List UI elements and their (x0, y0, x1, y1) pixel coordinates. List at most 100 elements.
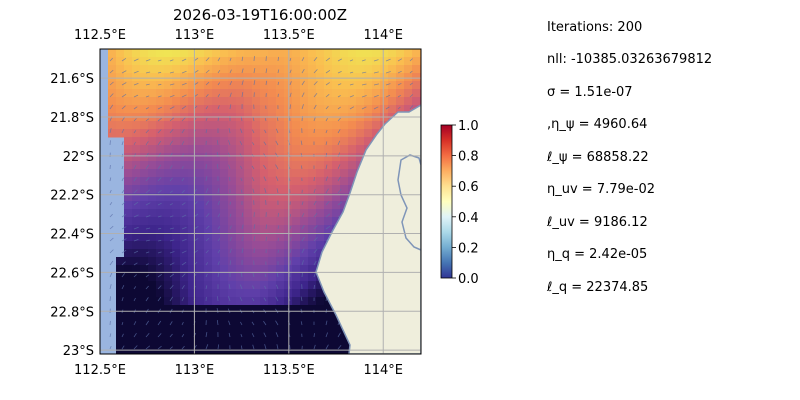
heat-cell (324, 225, 333, 234)
heat-cell (364, 81, 373, 90)
heat-cell (172, 121, 181, 130)
heat-cell (236, 257, 245, 266)
vector-arrow (157, 227, 162, 230)
heat-cell (140, 305, 149, 314)
heat-cell (260, 241, 269, 250)
vector-arrow (133, 94, 139, 98)
heat-cell (212, 201, 221, 210)
heat-cell (324, 193, 333, 202)
heat-cell (332, 329, 341, 338)
heat-cell (196, 265, 205, 274)
vector-arrow (121, 321, 124, 326)
vector-arrow (121, 189, 125, 194)
heat-cell (244, 137, 253, 146)
heat-cell (188, 161, 197, 170)
heat-cell (252, 153, 261, 162)
heat-cell (260, 217, 269, 226)
heat-cell (156, 233, 165, 242)
heat-cell (124, 57, 133, 66)
heat-cell (140, 121, 149, 130)
vector-arrow (325, 118, 328, 122)
vector-arrow (251, 333, 255, 338)
heat-cell (276, 73, 285, 82)
vector-arrow (133, 118, 137, 122)
colorbar-tick-label: 0.6 (458, 180, 479, 195)
heat-cell (300, 129, 309, 138)
heat-cell (164, 73, 173, 82)
heat-cell (132, 321, 141, 330)
heat-cell (140, 105, 149, 114)
heat-cell (188, 65, 197, 74)
heat-cell (204, 89, 213, 98)
vector-arrow (301, 104, 304, 110)
heat-cell (228, 305, 237, 314)
heat-cell (116, 345, 125, 354)
heat-cell (396, 97, 405, 106)
vector-arrow (252, 285, 255, 290)
heat-cell (276, 81, 285, 90)
vector-arrow (205, 57, 210, 62)
vector-arrow (349, 83, 354, 86)
vector-arrow (145, 107, 149, 110)
vector-arrow (217, 249, 221, 254)
heat-cell (244, 145, 253, 154)
heat-cell (156, 185, 165, 194)
heat-cell (108, 57, 117, 66)
heat-cell (396, 81, 405, 90)
heat-cell (164, 49, 173, 58)
vector-arrow (181, 345, 185, 350)
vector-arrow (276, 188, 279, 194)
heat-cell (332, 97, 341, 106)
heat-cell (252, 145, 261, 154)
heat-cell (364, 105, 373, 114)
heat-cell (348, 137, 357, 146)
heat-cell (284, 345, 293, 354)
heat-cell (324, 177, 333, 186)
heat-cell (236, 217, 245, 226)
heat-cell (340, 121, 349, 130)
heat-cell (308, 313, 317, 322)
heat-cell (172, 329, 181, 338)
heat-cell (284, 121, 293, 130)
heat-cell (220, 97, 229, 106)
heat-cell (300, 97, 309, 106)
vector-arrow (181, 285, 185, 290)
heat-cell (292, 313, 301, 322)
heat-cell (308, 217, 317, 226)
heat-cell (204, 73, 213, 82)
heat-cell (124, 337, 133, 346)
vector-arrow (181, 166, 184, 170)
vector-arrow (397, 82, 402, 86)
heat-cell (140, 345, 149, 354)
heat-cell (140, 265, 149, 274)
heat-cell (308, 145, 317, 154)
heat-cell (116, 313, 125, 322)
heat-cell (140, 185, 149, 194)
vector-arrow (300, 165, 303, 170)
heat-cell (116, 89, 125, 98)
heat-cell (276, 177, 285, 186)
vector-arrow (217, 200, 220, 206)
heat-cell (180, 121, 189, 130)
heat-cell (252, 289, 261, 298)
heat-cell (332, 73, 341, 82)
vector-arrow (216, 308, 219, 314)
vector-arrow (289, 69, 292, 74)
vector-arrow (289, 213, 292, 218)
vector-arrow (181, 226, 187, 230)
heat-cell (268, 289, 277, 298)
heat-cell (132, 345, 141, 354)
heat-cell (260, 265, 269, 274)
heat-cell (380, 97, 389, 106)
heat-cell (124, 281, 133, 290)
heat-cell (196, 321, 205, 330)
vector-arrow (145, 285, 149, 290)
heat-cell (332, 137, 341, 146)
heat-cell (324, 121, 333, 130)
land-peninsula (397, 154, 421, 251)
vector-arrow (121, 117, 125, 122)
heat-cell (388, 49, 397, 58)
heat-cell (260, 209, 269, 218)
heat-cell (276, 345, 285, 354)
